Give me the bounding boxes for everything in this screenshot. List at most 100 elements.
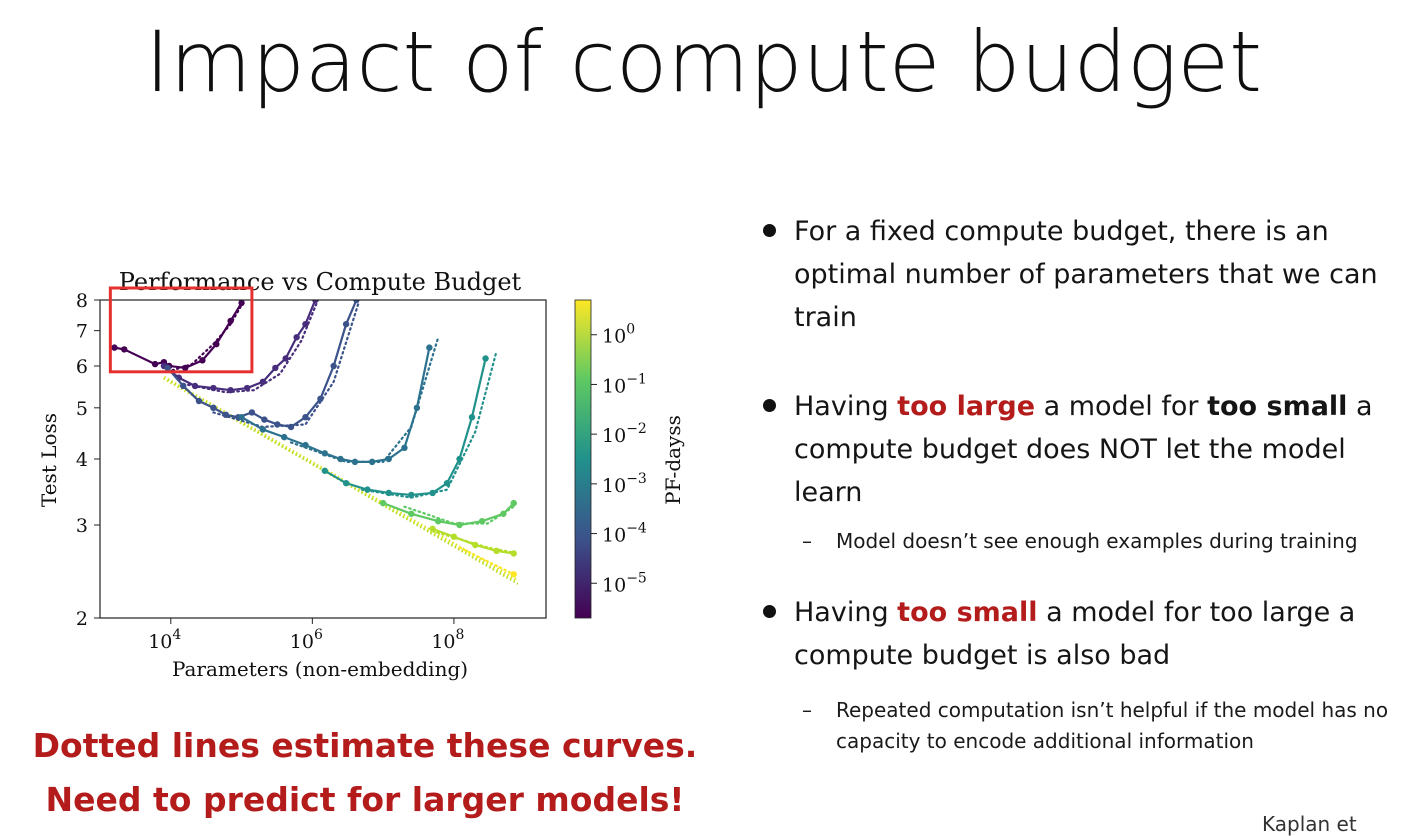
colorbar-tick-label: 10−3 — [602, 471, 647, 497]
data-point — [293, 334, 300, 341]
caption-line-2: Need to predict for larger models! — [45, 780, 685, 819]
data-point — [413, 404, 421, 412]
bullet-item-3: Having too small a model for too large a… — [760, 591, 1400, 677]
bullet-dot — [763, 224, 776, 237]
data-point — [274, 421, 281, 428]
data-point — [342, 320, 350, 328]
y-tick-label: 2 — [76, 608, 88, 630]
series-line-1 — [114, 302, 243, 370]
colorbar-tick-label: 10−1 — [602, 371, 647, 397]
data-point — [199, 357, 206, 364]
data-point — [261, 416, 268, 423]
y-tick-label: 6 — [76, 356, 88, 378]
data-point — [182, 364, 189, 372]
data-point — [472, 541, 479, 549]
data-point — [302, 441, 309, 449]
bullet-2-text-mid: a model for — [1035, 391, 1208, 422]
data-point — [435, 517, 442, 525]
data-point — [210, 404, 217, 412]
y-tick-label: 5 — [76, 398, 88, 420]
fit-line-series-4 — [289, 336, 440, 463]
data-point — [510, 571, 517, 578]
bullet-3-text-post: a model for too large a compute budget i… — [794, 597, 1356, 671]
x-tick-label: 106 — [290, 627, 323, 653]
data-point — [337, 455, 344, 463]
data-point — [482, 355, 489, 362]
slide-title: Impact of compute budget — [144, 13, 1263, 111]
data-point — [248, 409, 256, 416]
data-point — [351, 458, 359, 466]
data-point — [227, 386, 234, 394]
data-point — [259, 426, 267, 433]
bullet-dot — [763, 605, 776, 618]
data-point — [312, 300, 319, 304]
data-point — [510, 499, 517, 507]
data-point — [478, 517, 486, 525]
bullet-3-text-pre: Having — [794, 597, 898, 628]
data-point — [321, 467, 329, 474]
data-point — [468, 413, 476, 421]
x-axis-label: Parameters (non-embedding) — [172, 657, 468, 681]
bullet-1-text: For a fixed compute budget, there is an … — [794, 216, 1378, 333]
data-point — [385, 489, 392, 497]
fit-line-series-8 — [458, 546, 515, 576]
bullet-3-subitem-text: Repeated computation isn’t helpful if th… — [836, 698, 1389, 753]
data-point — [210, 384, 217, 392]
bullet-2-subitem-text: Model doesn’t see enough examples during… — [836, 529, 1358, 553]
bullet-item-2: Having too large a model for too small a… — [760, 385, 1400, 514]
bullet-3-subitem: – Repeated computation isn’t helpful if … — [760, 695, 1400, 757]
data-point — [280, 433, 288, 441]
data-point — [282, 355, 289, 362]
colorbar-tick-label: 10−2 — [602, 421, 647, 447]
bullet-2-text-pre: Having — [794, 391, 898, 422]
data-point — [243, 384, 251, 392]
data-point — [368, 458, 376, 466]
data-point — [287, 423, 295, 431]
data-point — [317, 395, 324, 403]
data-point — [401, 444, 408, 452]
bullet-3-highlight-too-small: too small — [897, 597, 1038, 628]
data-point — [227, 317, 234, 325]
data-point — [330, 362, 337, 370]
data-point — [379, 499, 387, 507]
fit-line-series-1 — [166, 300, 246, 373]
data-point — [222, 411, 230, 419]
fit-line-series-5 — [360, 350, 498, 499]
bullet-2-subitem: – Model doesn’t see enough examples duri… — [760, 526, 1400, 557]
colorbar-tick-label: 100 — [602, 322, 635, 348]
data-point — [195, 397, 203, 405]
bullet-list: For a fixed compute budget, there is an … — [760, 210, 1400, 757]
dash-marker: – — [802, 529, 812, 553]
series-line-5 — [324, 358, 487, 497]
colorbar-tick-label: 10−5 — [602, 570, 647, 596]
data-point — [302, 320, 309, 328]
bullet-2-text-post: a compute budget does NOT let the model … — [794, 391, 1373, 508]
bullet-dot — [763, 399, 776, 412]
data-point — [238, 300, 245, 307]
chart-title: Performance vs Compute Budget — [119, 268, 522, 296]
y-tick-label: 3 — [76, 515, 88, 537]
highlight-box — [108, 286, 254, 374]
series-line-4 — [241, 347, 431, 463]
data-point — [408, 510, 415, 517]
data-point — [408, 491, 415, 499]
data-point — [111, 344, 118, 351]
x-tick-label: 108 — [431, 627, 464, 653]
citation-footer: Kaplan et — [1262, 812, 1357, 836]
y-tick-label: 4 — [76, 449, 88, 471]
data-point — [456, 521, 463, 529]
data-point — [443, 479, 451, 487]
data-point — [321, 450, 329, 457]
data-point — [164, 364, 171, 372]
series-line-2 — [163, 300, 317, 392]
data-point — [151, 360, 159, 368]
fit-line-series-3 — [212, 301, 360, 429]
colorbar-tick-label: 10−4 — [602, 521, 647, 547]
bullet-2-highlight-too-large: too large — [897, 391, 1036, 422]
colorbar-label: PF-dayss — [661, 415, 685, 505]
data-point — [238, 413, 245, 421]
performance-chart: Performance vs Compute Budget 2 3 4 5 6 7 8 104… — [37, 268, 685, 681]
data-point — [426, 344, 433, 351]
data-point — [272, 364, 279, 372]
data-point — [302, 413, 309, 421]
